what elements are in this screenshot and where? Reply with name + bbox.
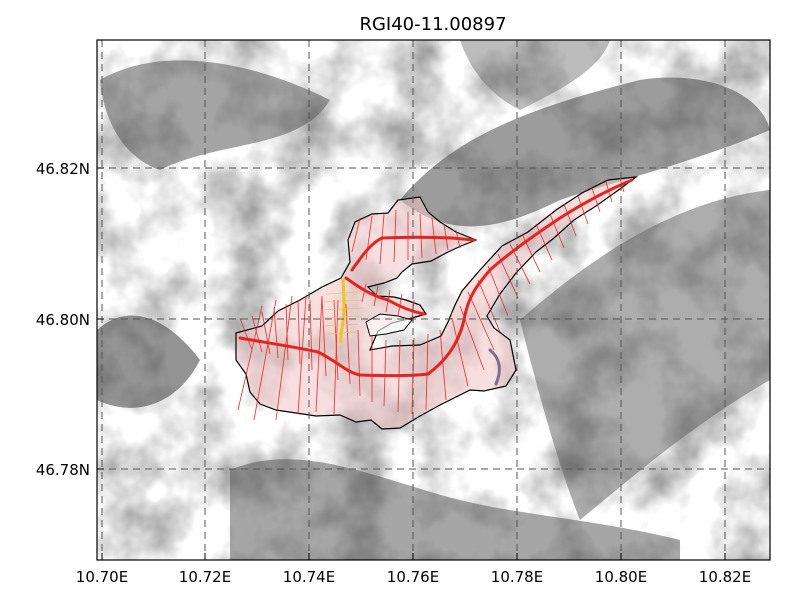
- x-tick-label: 10.74E: [283, 568, 335, 586]
- hillshade-background: [97, 40, 770, 560]
- tributary-flowline: [321, 278, 365, 344]
- middle-tributary-centerline: [344, 276, 426, 316]
- plot-frame: [96, 39, 771, 561]
- y-tick-label: 46.82N: [36, 160, 90, 178]
- centerlines: [238, 178, 634, 378]
- small-flowline: [488, 348, 501, 386]
- plot-area: [97, 40, 770, 560]
- grid: [97, 40, 770, 560]
- x-tick-label: 10.76E: [387, 568, 439, 586]
- cross-sections: [237, 177, 625, 421]
- x-tick-label: 10.72E: [179, 568, 231, 586]
- y-tick-label: 46.80N: [36, 311, 90, 329]
- y-axis: 46.82N 46.80N 46.78N: [36, 160, 104, 479]
- x-tick-label: 10.70E: [76, 568, 128, 586]
- yellow-flowline: [339, 278, 346, 344]
- x-tick-label: 10.82E: [699, 568, 751, 586]
- north-tributary-centerline: [350, 235, 476, 272]
- main-centerline: [238, 178, 634, 378]
- map-title: RGI40-11.00897: [359, 14, 506, 35]
- x-tick-label: 10.78E: [491, 568, 543, 586]
- y-tick-label: 46.78N: [36, 461, 90, 479]
- x-tick-label: 10.80E: [595, 568, 647, 586]
- x-axis: 10.70E 10.72E 10.74E 10.76E 10.78E 10.80…: [76, 553, 751, 586]
